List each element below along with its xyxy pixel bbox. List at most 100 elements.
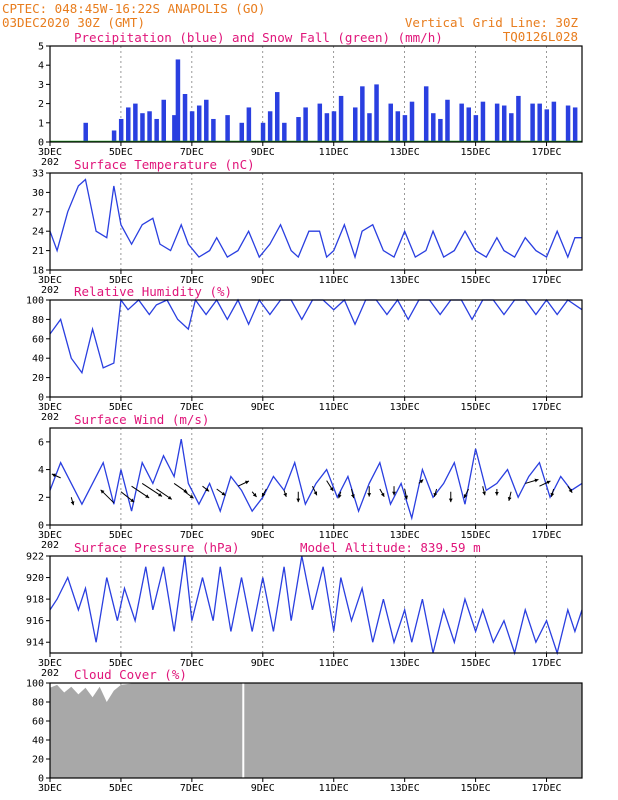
- precip-bar: [509, 113, 514, 142]
- temperature-panel: 18 21 24 27 30 33 3DEC 5DEC 7DEC 9DEC 11DEC 13DEC 15…: [32, 157, 583, 296]
- y-tick-label: 100: [26, 679, 44, 690]
- wind-arrow-head: [404, 495, 409, 500]
- y-tick-label: 2: [38, 493, 44, 504]
- y-tick-label: 4: [38, 61, 44, 72]
- series-line: [49, 178, 582, 260]
- precip-bar: [147, 111, 152, 142]
- precip-bar: [225, 115, 230, 142]
- x-tick-label: 9DEC: [251, 658, 275, 669]
- x-tick-label: 13DEC: [390, 147, 420, 158]
- wind-arrow-head: [507, 496, 512, 501]
- x-tick-label: 11DEC: [319, 402, 349, 413]
- precip-bar: [111, 130, 117, 142]
- precip-bar: [303, 107, 308, 142]
- precip-bar: [140, 113, 145, 142]
- x-tick-label: 9DEC: [251, 147, 275, 158]
- wind-arrow-head: [463, 494, 468, 499]
- plot-frame: [49, 45, 583, 143]
- y-tick-label: 1: [38, 118, 44, 129]
- precip-bar: [551, 101, 557, 142]
- precip-bar: [565, 105, 571, 142]
- y-tick-label: 80: [32, 698, 44, 709]
- y-tick-label: 920: [26, 573, 44, 584]
- x-tick-label: 5DEC: [109, 402, 133, 413]
- y-tick-label: 0: [38, 521, 44, 532]
- x-tick-label: 9DEC: [251, 402, 275, 413]
- wind-arrow-head: [367, 493, 372, 497]
- precip-bar: [395, 111, 401, 142]
- precipitation-panel: 0 1 2 3 4 5 3DEC 5DEC 7DEC 9DEC 11DEC 13DEC 15DEC 17D…: [38, 30, 583, 168]
- y-tick-label: 922: [26, 552, 44, 563]
- x-tick-label: 17DEC: [531, 783, 561, 794]
- precip-bar: [317, 103, 323, 142]
- wind-arrow-head: [313, 491, 318, 496]
- y-tick-label: 100: [26, 296, 44, 307]
- meteogram-panels: 0 1 2 3 4 5 3DEC 5DEC 7DEC 9DEC 11DEC 13DEC 15DEC 17D…: [26, 30, 583, 794]
- wind-arrow-head: [433, 492, 438, 497]
- series-line: [49, 555, 583, 656]
- wind-arrow-head: [221, 491, 226, 496]
- wind-arrow-head: [283, 492, 287, 497]
- x-tick-label: 15DEC: [461, 147, 491, 158]
- y-tick-label: 916: [26, 616, 44, 627]
- x-tick-label: 7DEC: [180, 402, 204, 413]
- x-tick-label: 11DEC: [319, 658, 349, 669]
- wind-arrow-head: [261, 492, 266, 497]
- wind-arrow-head: [494, 491, 499, 496]
- x-tick-label: 17DEC: [531, 275, 561, 286]
- precip-bar: [324, 113, 330, 142]
- x-tick-label: 17DEC: [531, 147, 561, 158]
- x-tick-label: 3DEC: [38, 783, 62, 794]
- x-tick-label: 5DEC: [109, 783, 133, 794]
- x-tick-label: 13DEC: [390, 783, 420, 794]
- precip-bar: [274, 92, 280, 142]
- precip-bar: [494, 103, 500, 142]
- x-tick-label: 13DEC: [390, 402, 420, 413]
- precip-bar: [172, 115, 177, 142]
- precip-bar: [196, 105, 202, 142]
- wind-arrow-head: [51, 473, 56, 478]
- y-tick-label: 20: [32, 755, 44, 766]
- precip-bar: [296, 117, 301, 142]
- precip-bar: [360, 86, 365, 142]
- precip-bar: [246, 107, 252, 142]
- precip-bar: [516, 95, 521, 142]
- wind-arrow: [131, 485, 150, 499]
- y-tick-label: 0: [38, 774, 44, 785]
- wind-arrow-head: [350, 494, 355, 499]
- y-tick-label: 0: [38, 138, 44, 149]
- precip-bar: [118, 118, 124, 142]
- wind-arrow-head: [183, 488, 188, 493]
- precip-bar: [402, 115, 408, 142]
- header-run-date: 03DEC2020 30Z (GMT): [2, 15, 145, 30]
- y-tick-label: 33: [32, 169, 44, 180]
- plot-frame: [49, 172, 583, 271]
- x-tick-label: 7DEC: [180, 147, 204, 158]
- y-tick-label: 6: [38, 437, 44, 448]
- precip-bar: [367, 113, 372, 142]
- x-tick-label: 9DEC: [251, 275, 275, 286]
- wind-arrow-head: [167, 495, 172, 500]
- x-tick-label: 3DEC: [38, 402, 62, 413]
- y-tick-label: 918: [26, 595, 44, 606]
- y-tick-label: 0: [38, 393, 44, 404]
- y-tick-label: 18: [32, 266, 44, 277]
- cloud-panel: 0 20 40 60 80 100 3DEC 5DEC 7DEC 9DEC 11DEC 13DEC 15…: [26, 667, 583, 794]
- precip-bar: [83, 122, 88, 142]
- header-grid-note: Vertical Grid Line: 30Z: [405, 15, 579, 30]
- wind-arrow-head: [145, 494, 150, 498]
- y-tick-label: 20: [32, 373, 44, 384]
- x-tick-label: 7DEC: [180, 658, 204, 669]
- wind-arrow-head: [546, 480, 551, 485]
- precip-bar: [175, 59, 181, 142]
- precip-bar: [282, 122, 287, 142]
- header-station: CPTEC: 048:45W-16:22S ANAPOLIS (GO): [2, 1, 265, 16]
- wind-panel: 0 2 4 6 3DEC 5DEC 7DEC 9DEC 11DEC 13DEC 15DEC 17DEC…: [38, 412, 583, 551]
- x-year-label: 202: [41, 668, 59, 679]
- precip-bar: [154, 118, 159, 142]
- precip-bar: [126, 107, 131, 142]
- precip-bar: [161, 99, 166, 142]
- x-tick-label: 15DEC: [461, 402, 491, 413]
- x-year-label: 202: [41, 157, 59, 168]
- panel-title: Surface Wind (m/s): [74, 412, 209, 427]
